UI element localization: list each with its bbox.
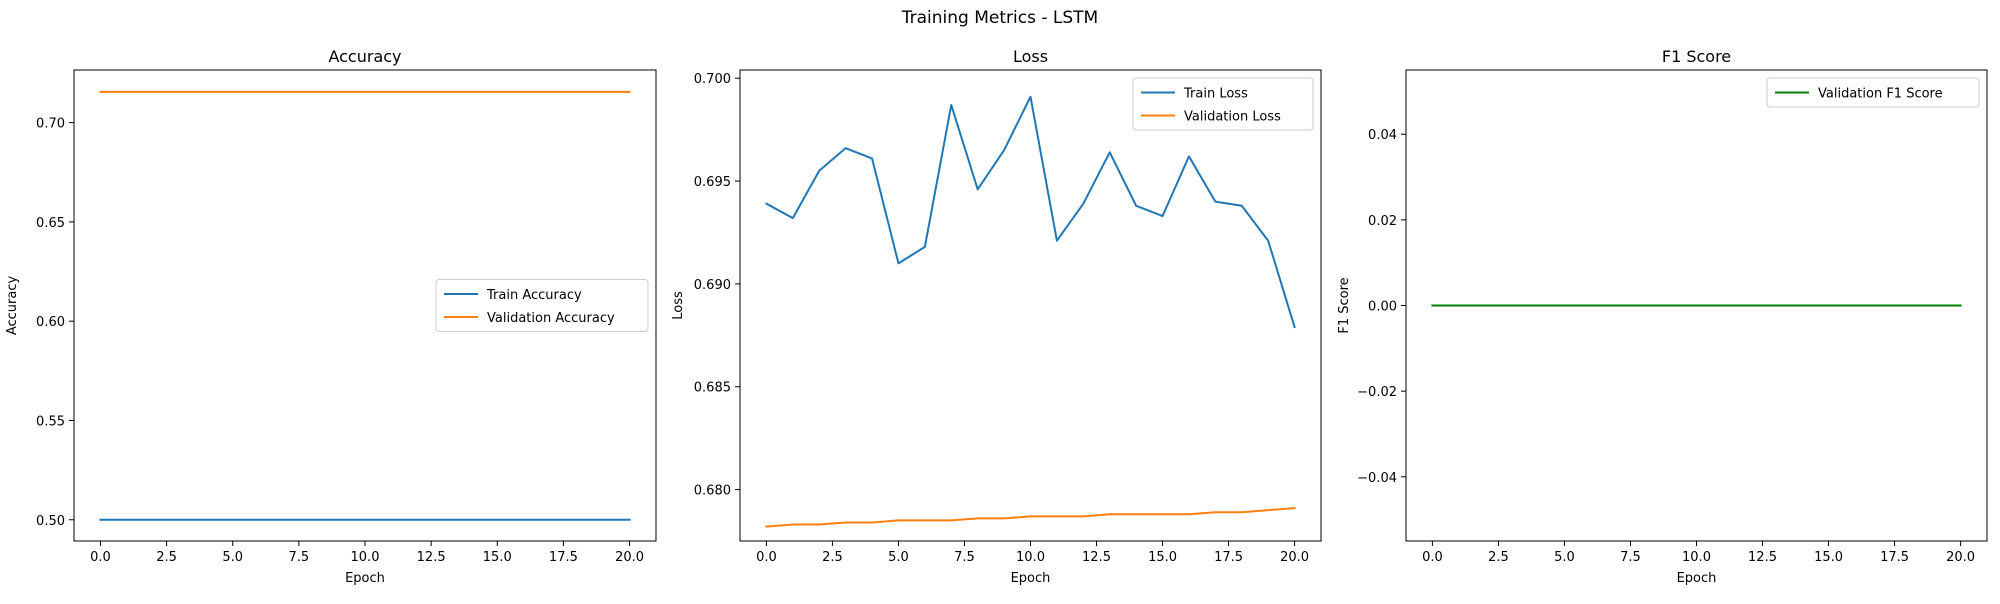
- x-tick-label: 0.0: [756, 550, 777, 565]
- y-tick-label: 0.04: [1368, 128, 1397, 143]
- x-tick-label: 20.0: [615, 550, 644, 565]
- y-axis-label: F1 Score: [1337, 277, 1352, 333]
- x-tick-label: 10.0: [1016, 550, 1045, 565]
- y-tick-label: 0.695: [694, 175, 731, 190]
- x-tick-label: 20.0: [1280, 550, 1309, 565]
- legend: Validation F1 Score: [1766, 77, 1980, 108]
- legend: Train Loss Validation Loss: [1132, 77, 1314, 131]
- y-tick-label: 0.65: [36, 216, 65, 231]
- y-tick-label: 0.00: [1368, 300, 1397, 315]
- x-tick-label: 5.0: [1554, 550, 1575, 565]
- y-tick-label: 0.55: [36, 414, 65, 429]
- x-tick-label: 12.5: [1748, 550, 1777, 565]
- legend-label: Validation Loss: [1184, 110, 1281, 125]
- x-tick-label: 10.0: [1682, 550, 1711, 565]
- y-tick-label: −0.04: [1357, 471, 1397, 486]
- chart-panel-1: Accuracy 0.0 2.5 5.0 7.5 10.0 12.5 15.0 17.5 20.0…: [5, 47, 657, 586]
- x-tick-label: 10.0: [351, 550, 380, 565]
- chart-title: F1 Score: [1662, 47, 1731, 66]
- x-axis-label: Epoch: [1677, 571, 1717, 586]
- legend-label: Train Accuracy: [486, 288, 582, 303]
- y-tick-label: 0.680: [694, 484, 731, 499]
- x-tick-label: 17.5: [1880, 550, 1909, 565]
- figure-suptitle: Training Metrics - LSTM: [901, 8, 1099, 28]
- x-tick-label: 15.0: [483, 550, 512, 565]
- y-tick-label: 0.60: [36, 315, 65, 330]
- x-tick-label: 0.0: [1422, 550, 1443, 565]
- legend: Train Accuracy Validation Accuracy: [435, 279, 649, 332]
- x-tick-label: 7.5: [954, 550, 975, 565]
- y-tick-label: 0.50: [36, 514, 65, 529]
- chart-panel-2: Loss 0.0 2.5 5.0 7.5 10.0 12.5 15.0 17.5 20.0 0.68…: [671, 47, 1322, 586]
- y-tick-label: 0.700: [694, 72, 731, 87]
- x-tick-label: 2.5: [1488, 550, 1509, 565]
- y-axis-label: Loss: [671, 291, 686, 320]
- x-tick-label: 5.0: [888, 550, 909, 565]
- y-tick-label: 0.685: [694, 381, 731, 396]
- chart-panel-3: F1 Score 0.0 2.5 5.0 7.5 10.0 12.5 15.0 17.5 20.0…: [1337, 47, 1988, 586]
- x-tick-label: 0.0: [90, 550, 111, 565]
- x-tick-label: 7.5: [289, 550, 310, 565]
- x-tick-label: 15.0: [1814, 550, 1843, 565]
- y-axis-label: Accuracy: [5, 276, 20, 336]
- x-tick-label: 20.0: [1946, 550, 1975, 565]
- legend-box: [435, 279, 649, 332]
- x-axis-label: Epoch: [345, 571, 385, 586]
- legend-label: Validation Accuracy: [487, 311, 615, 326]
- x-tick-label: 17.5: [549, 550, 578, 565]
- x-tick-label: 12.5: [417, 550, 446, 565]
- y-tick-label: 0.70: [36, 117, 65, 132]
- y-tick-label: −0.02: [1357, 385, 1397, 400]
- chart-title: Accuracy: [328, 47, 401, 66]
- legend-box: [1132, 77, 1314, 131]
- x-axis-label: Epoch: [1011, 571, 1051, 586]
- legend-box: [1766, 77, 1980, 108]
- y-tick-label: 0.02: [1368, 214, 1397, 229]
- axes-frame: [739, 69, 1322, 542]
- series-line-1: [765, 95, 1296, 329]
- x-tick-label: 2.5: [156, 550, 177, 565]
- chart-title: Loss: [1013, 47, 1048, 66]
- legend-label: Validation F1 Score: [1818, 87, 1943, 102]
- x-tick-label: 2.5: [822, 550, 843, 565]
- x-tick-label: 7.5: [1620, 550, 1641, 565]
- x-tick-label: 17.5: [1214, 550, 1243, 565]
- x-tick-label: 5.0: [222, 550, 243, 565]
- x-tick-label: 12.5: [1082, 550, 1111, 565]
- series-line-2: [765, 507, 1296, 528]
- x-tick-label: 15.0: [1148, 550, 1177, 565]
- legend-label: Train Loss: [1183, 87, 1248, 102]
- y-tick-label: 0.690: [694, 278, 731, 293]
